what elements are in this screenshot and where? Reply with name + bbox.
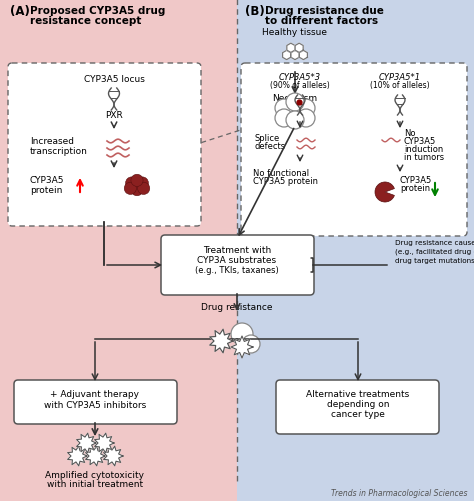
Text: CYP3A5*3: CYP3A5*3	[279, 73, 321, 82]
Text: + Adjuvant therapy: + Adjuvant therapy	[51, 389, 139, 398]
Polygon shape	[231, 336, 253, 358]
Polygon shape	[291, 51, 299, 61]
Circle shape	[286, 104, 304, 122]
Text: No functional: No functional	[253, 169, 309, 178]
Polygon shape	[95, 433, 114, 453]
FancyBboxPatch shape	[14, 380, 177, 424]
Circle shape	[126, 177, 138, 190]
Text: CYP3A5: CYP3A5	[30, 176, 64, 185]
Polygon shape	[287, 44, 295, 53]
Bar	[0, 0, 237, 501]
Text: (B): (B)	[245, 5, 265, 18]
Text: Trends in Pharmacological Sciences: Trends in Pharmacological Sciences	[331, 488, 468, 497]
Text: CYP3A5: CYP3A5	[404, 137, 436, 146]
Circle shape	[297, 110, 315, 128]
Text: (A): (A)	[10, 5, 30, 18]
Circle shape	[131, 184, 143, 196]
Text: (90% of alleles): (90% of alleles)	[270, 81, 330, 90]
FancyBboxPatch shape	[161, 235, 314, 296]
Bar	[237, 0, 474, 501]
Text: with initial treatment: with initial treatment	[47, 479, 143, 488]
Text: protein: protein	[400, 184, 430, 192]
Text: No: No	[404, 129, 416, 138]
Circle shape	[131, 175, 143, 187]
Text: Healthy tissue: Healthy tissue	[263, 28, 328, 37]
Polygon shape	[300, 51, 308, 61]
Text: CYP3A5*1: CYP3A5*1	[379, 73, 421, 82]
Text: Drug resistance: Drug resistance	[201, 303, 273, 312]
Text: Neoplasm: Neoplasm	[273, 94, 318, 103]
Circle shape	[137, 183, 150, 195]
Text: Amplified cytotoxicity: Amplified cytotoxicity	[46, 470, 145, 479]
Text: CYP3A5 locus: CYP3A5 locus	[83, 75, 145, 84]
Circle shape	[286, 112, 304, 130]
Circle shape	[136, 177, 148, 190]
Text: depending on: depending on	[327, 399, 389, 408]
Text: CYP3A5 protein: CYP3A5 protein	[253, 177, 318, 186]
Text: drug target mutations): drug target mutations)	[395, 258, 474, 264]
Wedge shape	[375, 183, 394, 202]
Circle shape	[297, 100, 315, 118]
Text: Treatment with: Treatment with	[203, 245, 271, 255]
Text: induction: induction	[404, 145, 443, 154]
Text: CYP3A5: CYP3A5	[400, 176, 432, 185]
Text: Proposed CYP3A5 drug: Proposed CYP3A5 drug	[30, 6, 165, 16]
Polygon shape	[104, 446, 123, 466]
Text: transcription: transcription	[30, 147, 88, 156]
Text: defects: defects	[255, 142, 286, 151]
Text: Drug resistance caused by other factors: Drug resistance caused by other factors	[395, 239, 474, 245]
Circle shape	[231, 323, 253, 345]
Text: cancer type: cancer type	[331, 409, 385, 418]
Text: Drug resistance due: Drug resistance due	[265, 6, 384, 16]
FancyBboxPatch shape	[276, 380, 439, 434]
Circle shape	[275, 100, 293, 118]
Polygon shape	[86, 446, 105, 466]
Polygon shape	[68, 446, 87, 466]
Text: (e.g., facilitated drug export,: (e.g., facilitated drug export,	[395, 248, 474, 255]
Text: PXR: PXR	[105, 111, 123, 120]
Text: CYP3A substrates: CYP3A substrates	[198, 256, 276, 265]
Text: (e.g., TKIs, taxanes): (e.g., TKIs, taxanes)	[195, 266, 279, 275]
Text: with CYP3A5 inhibitors: with CYP3A5 inhibitors	[44, 400, 146, 409]
Polygon shape	[210, 330, 233, 353]
Text: Increased: Increased	[30, 137, 74, 146]
Polygon shape	[77, 433, 96, 453]
Text: Splice: Splice	[255, 134, 280, 143]
Text: to different factors: to different factors	[265, 16, 378, 26]
Polygon shape	[295, 44, 303, 53]
Circle shape	[286, 94, 304, 112]
Text: (10% of alleles): (10% of alleles)	[370, 81, 430, 90]
Polygon shape	[283, 51, 291, 61]
Circle shape	[124, 183, 137, 195]
Text: resistance concept: resistance concept	[30, 16, 141, 26]
Text: in tumors: in tumors	[404, 153, 444, 162]
FancyBboxPatch shape	[241, 64, 467, 236]
Text: protein: protein	[30, 186, 63, 194]
Circle shape	[275, 110, 293, 128]
FancyBboxPatch shape	[8, 64, 201, 226]
Text: Alternative treatments: Alternative treatments	[306, 389, 410, 398]
Circle shape	[242, 335, 260, 353]
